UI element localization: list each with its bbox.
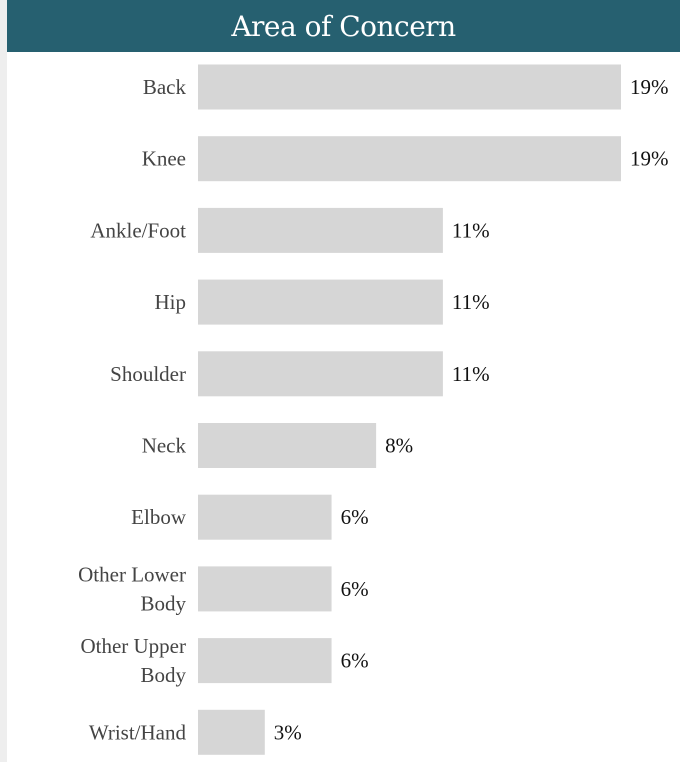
bar — [198, 638, 332, 684]
bar — [198, 423, 377, 468]
value-label: 6% — [341, 577, 369, 601]
bar — [198, 709, 265, 755]
category-label-line: Elbow — [131, 505, 187, 529]
category-label: Other Upper Body — [80, 634, 186, 687]
category-label-line: Hip — [155, 290, 187, 314]
category-label: Wrist/Hand — [89, 720, 187, 744]
category-label: Other Lower Body — [78, 562, 186, 615]
chart-title-bar: Area of Concern — [7, 0, 680, 52]
category-label-line: Other Upper — [80, 634, 186, 658]
bar — [198, 279, 443, 325]
bar — [198, 136, 621, 182]
category-label: Elbow — [131, 505, 187, 529]
value-label: 8% — [385, 434, 413, 458]
category-label-line: Body — [140, 591, 186, 615]
category-label: Back — [143, 75, 187, 99]
category-label: Hip — [155, 290, 187, 314]
left-border — [0, 0, 7, 762]
category-label-line: Body — [140, 663, 186, 687]
bar — [198, 494, 332, 540]
category-label-line: Knee — [142, 147, 186, 171]
value-label: 19% — [630, 147, 669, 171]
category-label: Neck — [142, 434, 187, 458]
category-label: Ankle/Foot — [90, 218, 186, 242]
bar — [198, 207, 443, 253]
value-label: 11% — [452, 362, 490, 386]
value-label: 3% — [274, 720, 302, 744]
bar — [198, 64, 621, 110]
value-label: 19% — [630, 75, 669, 99]
category-label-line: Shoulder — [110, 362, 186, 386]
category-label: Knee — [142, 147, 186, 171]
category-label-line: Ankle/Foot — [90, 218, 186, 242]
bar — [198, 566, 332, 612]
category-label-line: Wrist/Hand — [89, 720, 187, 744]
value-label: 11% — [452, 218, 490, 242]
category-label-line: Neck — [142, 434, 187, 458]
chart-title: Area of Concern — [231, 9, 456, 43]
value-label: 11% — [452, 290, 490, 314]
value-label: 6% — [341, 505, 369, 529]
category-label-line: Other Lower — [78, 562, 186, 586]
category-label-line: Back — [143, 75, 187, 99]
category-label: Shoulder — [110, 362, 186, 386]
value-label: 6% — [341, 649, 369, 673]
bar — [198, 351, 443, 397]
